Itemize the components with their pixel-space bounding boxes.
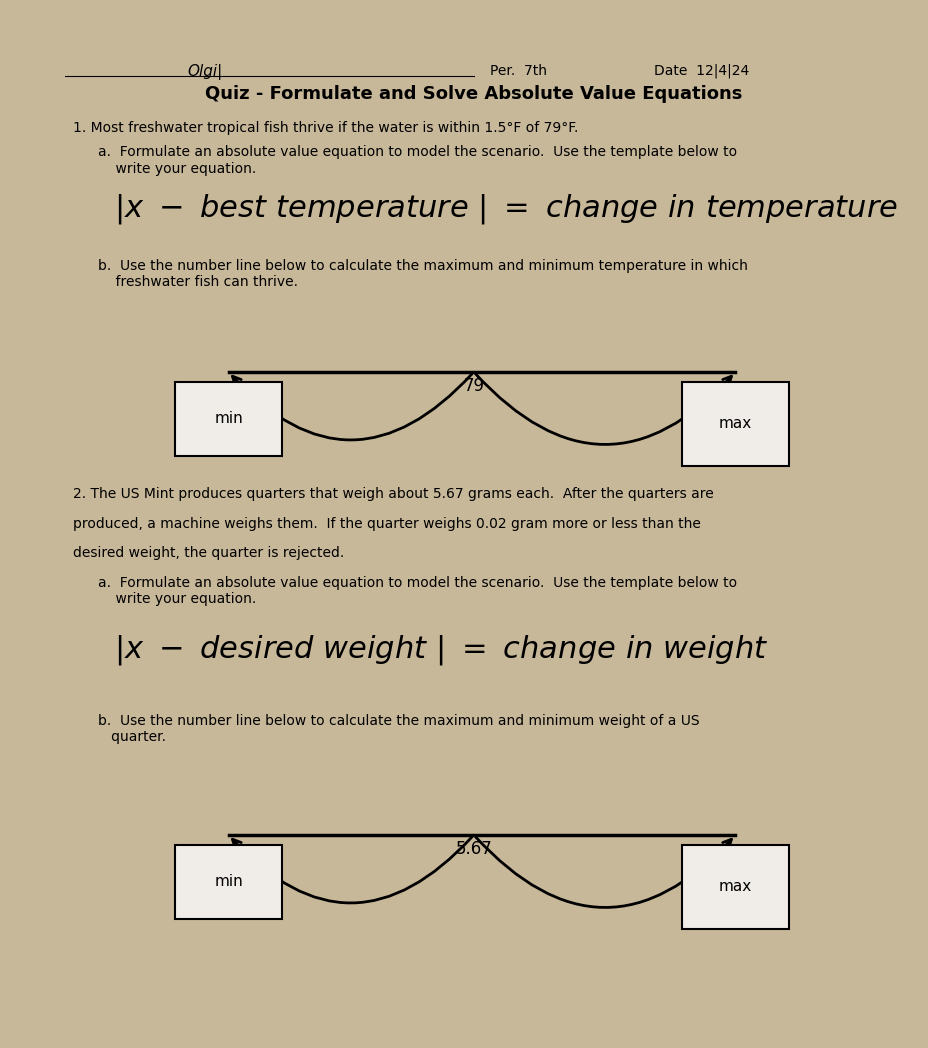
Text: a.  Formulate an absolute value equation to model the scenario.  Use the templat: a. Formulate an absolute value equation …: [97, 146, 736, 176]
Text: produced, a machine weighs them.  If the quarter weighs 0.02 gram more or less t: produced, a machine weighs them. If the …: [73, 517, 701, 530]
Text: Date  12|4|24: Date 12|4|24: [653, 64, 748, 79]
Text: Per.  7th: Per. 7th: [490, 64, 547, 78]
FancyBboxPatch shape: [681, 381, 788, 465]
Text: $|x\ -\ best\ temperature\ |\ =\ change\ in\ temperature$: $|x\ -\ best\ temperature\ |\ =\ change\…: [114, 192, 897, 225]
Text: b.  Use the number line below to calculate the maximum and minimum temperature i: b. Use the number line below to calculat…: [97, 259, 747, 289]
Text: desired weight, the quarter is rejected.: desired weight, the quarter is rejected.: [73, 546, 344, 561]
FancyBboxPatch shape: [175, 381, 281, 456]
Text: Olgi|: Olgi|: [187, 64, 223, 80]
Text: min: min: [214, 874, 242, 890]
Text: b.  Use the number line below to calculate the maximum and minimum weight of a U: b. Use the number line below to calculat…: [97, 714, 699, 744]
Text: Quiz - Formulate and Solve Absolute Value Equations: Quiz - Formulate and Solve Absolute Valu…: [205, 85, 741, 104]
Text: max: max: [718, 879, 751, 894]
Text: 5.67: 5.67: [455, 839, 492, 858]
Text: a.  Formulate an absolute value equation to model the scenario.  Use the templat: a. Formulate an absolute value equation …: [97, 575, 736, 606]
Text: min: min: [214, 411, 242, 427]
FancyBboxPatch shape: [681, 845, 788, 929]
Text: max: max: [718, 416, 751, 431]
Text: 79: 79: [463, 377, 483, 395]
FancyBboxPatch shape: [175, 845, 281, 919]
Text: 1. Most freshwater tropical fish thrive if the water is within 1.5°F of 79°F.: 1. Most freshwater tropical fish thrive …: [73, 121, 578, 135]
Text: 2. The US Mint produces quarters that weigh about 5.67 grams each.  After the qu: 2. The US Mint produces quarters that we…: [73, 487, 714, 501]
Text: $|x\ -\ desired\ weight\ |\ =\ change\ in\ weight$: $|x\ -\ desired\ weight\ |\ =\ change\ i…: [114, 633, 767, 667]
